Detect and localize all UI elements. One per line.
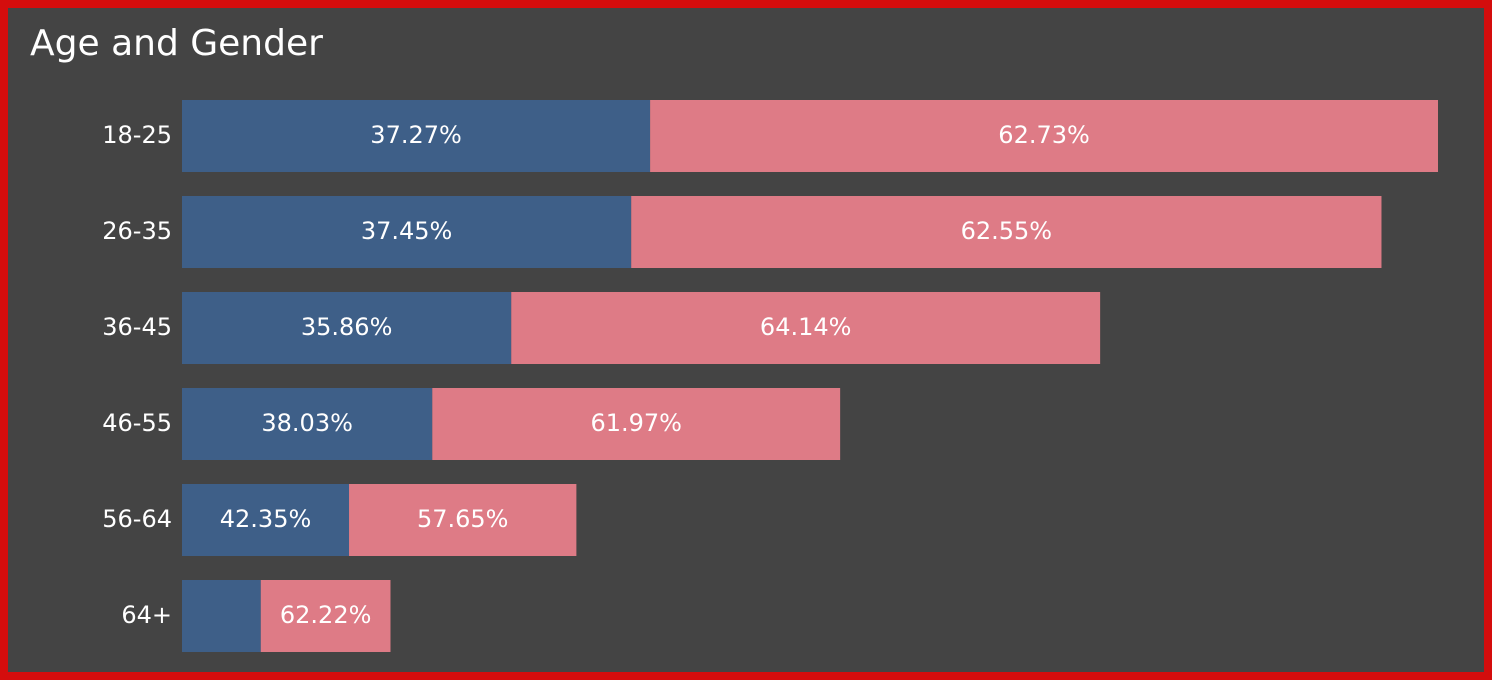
y-tick-label: 18-25 <box>102 121 172 149</box>
bar-segment <box>631 196 1382 268</box>
data-label: 64.14% <box>760 313 852 341</box>
bar-segment <box>182 484 350 556</box>
data-label: 38.03% <box>261 409 353 437</box>
bar-segment <box>650 100 1438 172</box>
y-tick-label: 36-45 <box>102 313 172 341</box>
data-label: 37.45% <box>361 217 453 245</box>
data-label: 37.27% <box>370 121 462 149</box>
bar-segment <box>182 292 512 364</box>
data-label: 61.97% <box>590 409 682 437</box>
data-label: 57.65% <box>417 505 509 533</box>
y-tick-label: 26-35 <box>102 217 172 245</box>
bar-segment <box>182 100 651 172</box>
bar-segment <box>260 580 391 652</box>
bar-segment <box>182 196 632 268</box>
bar-segment <box>432 388 841 460</box>
data-label: 35.86% <box>301 313 393 341</box>
data-label: 42.35% <box>220 505 312 533</box>
bar-segment <box>182 388 433 460</box>
data-label: 62.55% <box>961 217 1053 245</box>
bar-segment <box>511 292 1101 364</box>
y-tick-label: 56-64 <box>102 505 172 533</box>
data-label: 62.73% <box>998 121 1090 149</box>
bar-segment <box>349 484 577 556</box>
y-tick-label: 46-55 <box>102 409 172 437</box>
y-tick-label: 64+ <box>121 601 172 629</box>
data-label: 62.22% <box>280 601 372 629</box>
bar-segment <box>182 580 261 652</box>
chart-title: Age and Gender <box>30 23 323 64</box>
